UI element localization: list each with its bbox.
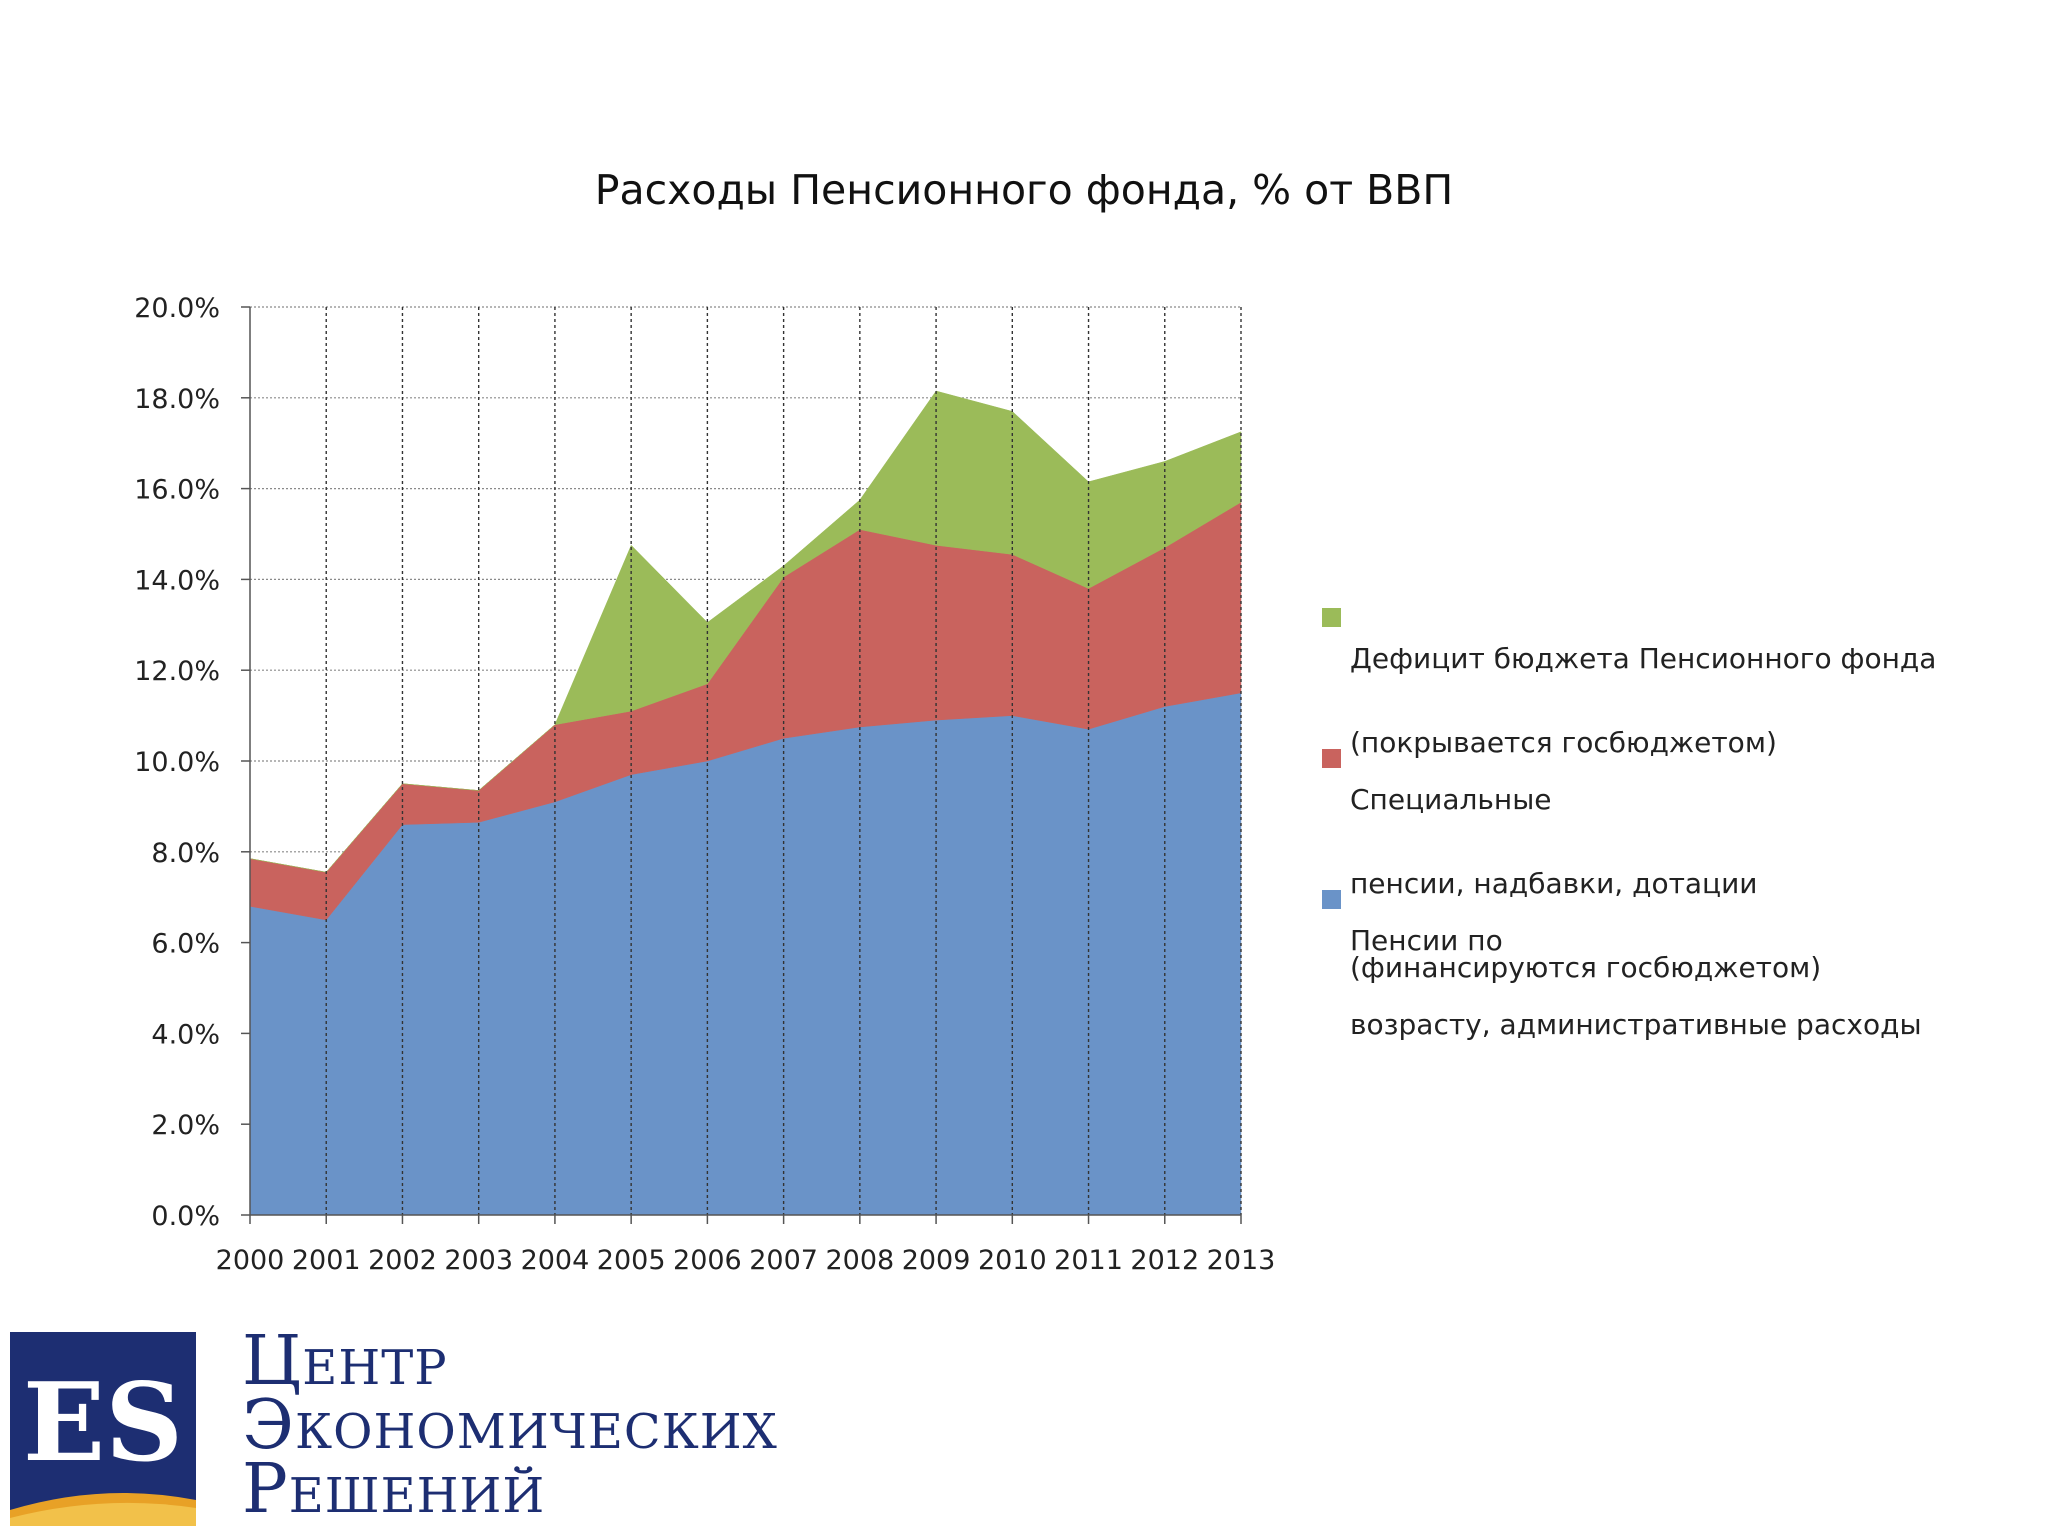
x-tick-label: 2001: [292, 1245, 361, 1276]
axis-layer: [241, 306, 1242, 1224]
area-layer: [249, 390, 1242, 1216]
y-tick-label: 8.0%: [151, 838, 220, 869]
legend-pensions-line1: Пенсии по: [1350, 924, 1503, 957]
year-lines-layer: [325, 307, 1242, 1215]
y-tick-label: 2.0%: [151, 1110, 220, 1141]
es-logo: ES Центр Экономических Решений: [10, 1322, 870, 1530]
logo-line-1: Центр: [242, 1322, 448, 1401]
legend-deficit-line2: (покрывается госбюджетом): [1350, 726, 1777, 759]
legend-label-special: Специальные пенсии, надбавки, дотации (ф…: [1350, 737, 2010, 1031]
legend-pensions-line2: возрасту, административные расходы: [1350, 1008, 1922, 1041]
x-tick-label: 2012: [1130, 1245, 1199, 1276]
x-tick-label: 2007: [749, 1245, 818, 1276]
x-tick-label: 2006: [673, 1245, 742, 1276]
x-tick-label: 2003: [444, 1245, 513, 1276]
logo-mark-text: ES: [23, 1360, 183, 1486]
legend-deficit-line1: Дефицит бюджета Пенсионного фонда: [1350, 642, 1937, 675]
legend-special-line2: пенсии, надбавки, дотации: [1350, 867, 1758, 900]
legend-swatch-pensions: [1322, 890, 1341, 909]
y-tick-label: 14.0%: [134, 565, 220, 596]
y-tick-label: 0.0%: [151, 1201, 220, 1232]
legend-label-deficit: Дефицит бюджета Пенсионного фонда (покры…: [1350, 596, 2010, 806]
logo-line-2: Экономических: [242, 1386, 778, 1465]
x-tick-labels: 2000 2001 2002 2003 2004 2005 2006 2007 2008 2009…: [216, 1245, 1276, 1276]
y-tick-label: 12.0%: [134, 656, 220, 687]
chart-title: Расходы Пенсионного фонда, % от ВВП: [594, 166, 1454, 214]
stacked-area-chart: 0.0% 2.0% 4.0% 6.0% 8.0% 10.0% 12.0% 14.0% 16.0%…: [134, 293, 1276, 1276]
x-tick-label: 2013: [1207, 1245, 1276, 1276]
x-tick-label: 2004: [521, 1245, 590, 1276]
legend-swatch-deficit: [1322, 608, 1341, 627]
x-tick-label: 2002: [368, 1245, 437, 1276]
x-tick-label: 2009: [902, 1245, 971, 1276]
y-tick-label: 20.0%: [134, 293, 220, 324]
legend-special-line1: Специальные: [1350, 783, 1552, 816]
y-tick-label: 18.0%: [134, 384, 220, 415]
legend-swatch-special: [1322, 749, 1341, 768]
area-series-pensions: [249, 692, 1242, 1216]
logo-wordmark: Центр Экономических Решений: [242, 1322, 778, 1529]
x-tick-label: 2000: [216, 1245, 285, 1276]
y-tick-label: 4.0%: [151, 1019, 220, 1050]
logo-mark-stripe-light: [10, 1502, 196, 1526]
x-tick-label: 2011: [1054, 1245, 1123, 1276]
x-tick-label: 2008: [825, 1245, 894, 1276]
area-series-deficit: [249, 390, 1242, 873]
es-logo-mark: ES: [10, 1332, 196, 1526]
y-tick-labels: 0.0% 2.0% 4.0% 6.0% 8.0% 10.0% 12.0% 14.0% 16.0%…: [134, 293, 220, 1232]
y-tick-label: 10.0%: [134, 747, 220, 778]
x-tick-label: 2005: [597, 1245, 666, 1276]
legend-special-line3: (финансируются госбюджетом): [1350, 951, 1822, 984]
y-tick-label: 6.0%: [151, 929, 220, 960]
logo-line-3: Решений: [242, 1450, 546, 1529]
y-tick-label: 16.0%: [134, 475, 220, 506]
legend-label-pensions: Пенсии по возрасту, административные рас…: [1350, 878, 2010, 1088]
x-tick-label: 2010: [978, 1245, 1047, 1276]
